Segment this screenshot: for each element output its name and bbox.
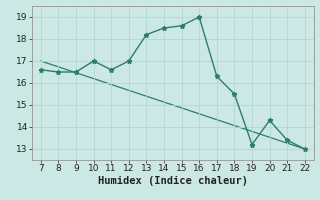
X-axis label: Humidex (Indice chaleur): Humidex (Indice chaleur) — [98, 176, 248, 186]
